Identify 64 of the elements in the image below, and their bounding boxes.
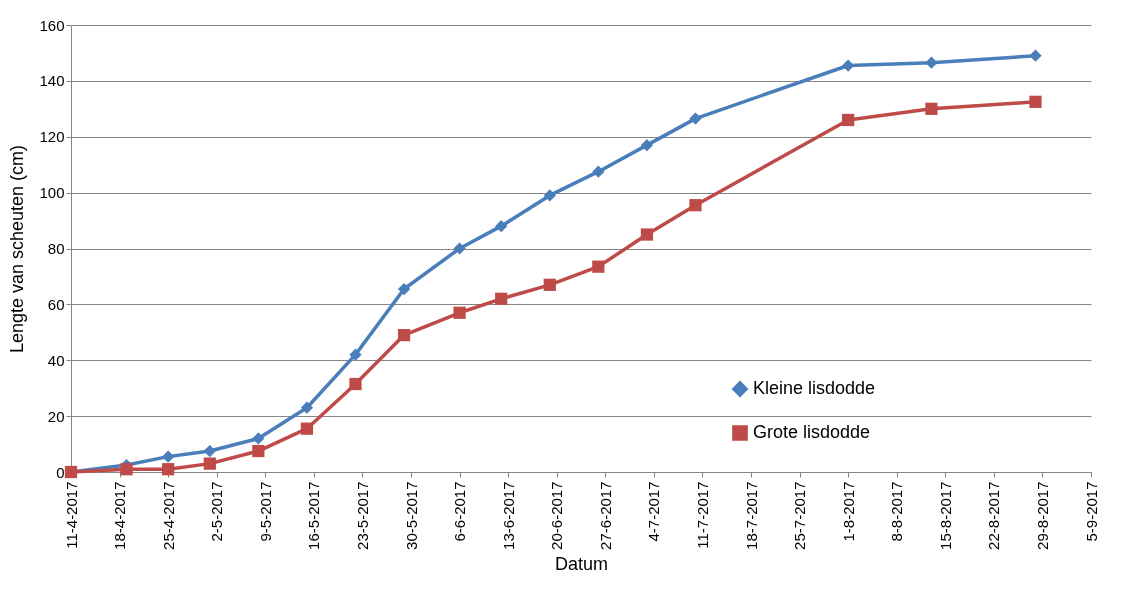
x-tick-label: 2-5-2017: [208, 481, 226, 542]
x-tick-label: 5-9-2017: [1082, 481, 1100, 542]
y-tick-label: 120: [39, 128, 65, 146]
point: [689, 199, 702, 212]
x-tick-label: 22-8-2017: [985, 481, 1003, 550]
y-tick-label: 20: [47, 407, 65, 425]
x-tick-label: 1-8-2017: [839, 481, 857, 542]
y-tick-label: 100: [39, 184, 65, 202]
point: [495, 220, 508, 233]
x-tick-label: 18-7-2017: [742, 481, 760, 550]
x-tick-label: 8-8-2017: [888, 481, 906, 542]
point: [349, 377, 362, 391]
x-tick-label: 29-8-2017: [1033, 481, 1051, 550]
y-tick-label: 140: [39, 72, 65, 90]
y-axis-title: Lengte van scheuten (cm): [7, 144, 28, 354]
x-tick-label: 20-6-2017: [548, 481, 566, 550]
x-tick-label: 25-7-2017: [791, 481, 809, 550]
point: [640, 139, 654, 152]
point: [842, 113, 855, 127]
point: [203, 457, 216, 470]
y-tick-label: 0: [56, 463, 65, 481]
legend-label: Kleine lisdodde: [753, 378, 876, 398]
point: [640, 228, 654, 241]
point: [1029, 49, 1042, 62]
point: [349, 348, 362, 361]
point: [120, 463, 133, 476]
y-tick-label: 60: [47, 295, 65, 313]
x-tick-label: 11-4-2017: [62, 481, 80, 549]
x-tick-label: 27-6-2017: [596, 481, 614, 550]
x-tick-label: 25-4-2017: [159, 481, 177, 550]
x-tick-label: 9-5-2017: [256, 481, 274, 542]
point: [1029, 95, 1042, 108]
x-tick-label: 30-5-2017: [402, 481, 420, 550]
point: [592, 260, 605, 273]
x-tick-label: 6-6-2017: [451, 481, 469, 542]
point: [925, 102, 938, 115]
x-tick-label: 23-5-2017: [353, 481, 371, 550]
x-axis-title: Datum: [554, 553, 609, 574]
x-tick-label: 16-5-2017: [305, 481, 323, 550]
point: [397, 328, 411, 342]
x-tick-label: 4-7-2017: [645, 481, 663, 542]
point: [162, 463, 175, 476]
x-tick-label: 15-8-2017: [936, 481, 954, 550]
point: [300, 422, 314, 435]
point: [300, 401, 314, 414]
point: [689, 112, 702, 125]
y-tick-label: 160: [39, 16, 65, 34]
y-tick-label: 40: [47, 351, 65, 369]
point: [495, 292, 508, 305]
point: [252, 432, 265, 445]
point: [453, 242, 466, 255]
point: [162, 450, 175, 463]
point: [453, 306, 466, 319]
x-tick-label: 11-7-2017: [693, 481, 711, 549]
point: [252, 444, 265, 458]
point: [592, 165, 605, 178]
point: [543, 278, 556, 291]
legend-label: Grote lisdodde: [753, 422, 871, 442]
point: [543, 189, 556, 202]
x-tick-label: 13-6-2017: [499, 481, 517, 550]
point: [203, 444, 216, 458]
point: [397, 282, 411, 296]
y-tick-label: 80: [47, 240, 65, 257]
x-tick-label: 18-4-2017: [111, 481, 129, 550]
